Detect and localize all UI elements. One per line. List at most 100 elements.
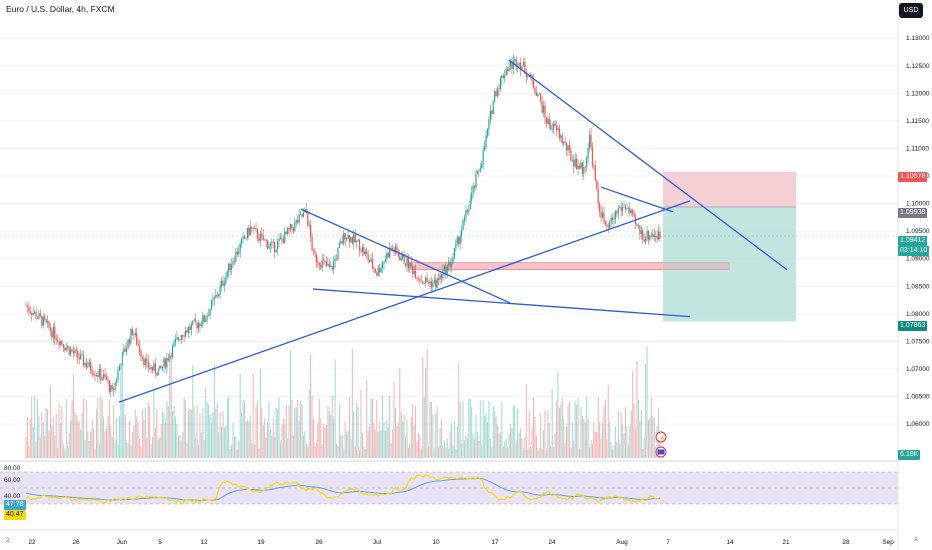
candle-body — [544, 105, 546, 119]
candle-body — [100, 369, 102, 381]
candle-body — [368, 260, 371, 262]
candle-body — [183, 336, 185, 338]
candle-body — [427, 281, 430, 284]
volume-bar — [143, 419, 145, 458]
volume-bar — [452, 445, 454, 458]
volume-bar — [469, 399, 471, 458]
candle-body — [534, 87, 536, 93]
candle-body — [377, 267, 379, 276]
volume-bar — [504, 441, 506, 458]
volume-bar — [248, 421, 250, 458]
volume-bar — [313, 419, 315, 458]
volume-bar — [650, 397, 652, 458]
x-axis-tick-label: 14 — [726, 539, 734, 546]
volume-bar — [584, 422, 586, 458]
bottom-left-counter[interactable]: 2 — [6, 538, 10, 544]
candle-body — [163, 358, 165, 367]
volume-bar — [65, 398, 67, 458]
candle-body — [35, 311, 37, 319]
x-axis-tick-label: Jul — [373, 539, 382, 546]
candle-body — [199, 323, 201, 327]
candle-body — [310, 225, 312, 238]
candle-body — [190, 324, 192, 330]
candle-body — [44, 316, 46, 320]
candle-body — [330, 266, 332, 267]
candle-body — [567, 145, 569, 151]
candle-body — [236, 251, 238, 255]
volume-bar — [386, 419, 388, 458]
auto-scale-button[interactable]: A — [914, 537, 919, 543]
volume-bar — [172, 411, 174, 458]
candle-body — [458, 237, 460, 245]
candle-body — [511, 61, 513, 69]
candle-body — [509, 61, 512, 67]
volume-bar — [359, 449, 361, 458]
volume-bar — [231, 444, 233, 458]
candle-body — [449, 261, 451, 268]
candle-body — [496, 88, 499, 96]
volume-bar — [357, 407, 359, 458]
volume-bar — [269, 429, 271, 458]
rsi-value-tag: 40.47 — [4, 510, 26, 520]
volume-bar — [256, 401, 258, 458]
candle-body — [528, 76, 530, 77]
candle-body — [452, 257, 454, 264]
price-tick-label: 1.12500 — [906, 63, 930, 70]
candle-body — [282, 238, 284, 244]
volume-bar — [310, 354, 312, 458]
candle-body — [226, 272, 228, 277]
volume-bar — [48, 430, 50, 458]
volume-bar — [251, 442, 253, 458]
candle-body — [156, 373, 158, 376]
volume-bar — [294, 407, 296, 458]
volume-bar — [245, 421, 247, 458]
candle-body — [473, 185, 476, 188]
volume-bar — [488, 400, 490, 458]
candle-body — [453, 248, 456, 258]
candle-body — [344, 233, 346, 240]
candle-body — [521, 66, 523, 70]
candle-body — [206, 315, 208, 320]
volume-bar — [573, 441, 575, 458]
candle-body — [324, 260, 326, 262]
candle-body — [295, 220, 297, 223]
volume-bar — [167, 406, 169, 458]
candle-body — [261, 233, 263, 236]
candle-body — [597, 187, 599, 204]
volume-bar — [364, 448, 366, 458]
candle-body — [312, 250, 315, 251]
volume-bar — [363, 446, 365, 458]
candle-body — [498, 88, 500, 90]
target-price-tag: 1.07863 — [898, 321, 928, 331]
candle-body — [610, 217, 612, 223]
candle-body — [36, 318, 39, 320]
candle-body — [609, 222, 611, 228]
currency-button[interactable]: USD — [899, 3, 923, 18]
candle-body — [65, 347, 67, 351]
candle-body — [95, 375, 98, 376]
candle-body — [455, 243, 457, 249]
volume-bar — [236, 448, 238, 458]
volume-bar — [545, 449, 547, 458]
candle-body — [48, 321, 50, 328]
volume-bar — [390, 443, 392, 458]
candle-body — [321, 260, 323, 268]
candle-body — [622, 207, 624, 211]
candle-body — [366, 251, 368, 255]
candle-body — [354, 234, 356, 242]
volume-bar — [198, 444, 200, 458]
volume-bar — [413, 425, 415, 458]
candle-body — [580, 162, 582, 169]
volume-bar — [423, 397, 425, 458]
volume-bar — [501, 402, 503, 458]
volume-bar — [41, 412, 43, 458]
candle-body — [331, 266, 333, 270]
candle-body — [81, 354, 83, 356]
volume-bar — [350, 438, 352, 458]
volume-bar — [203, 440, 205, 458]
candle-body — [445, 266, 447, 276]
candle-body — [160, 365, 162, 368]
candle-body — [353, 234, 355, 244]
volume-bar — [83, 398, 85, 458]
